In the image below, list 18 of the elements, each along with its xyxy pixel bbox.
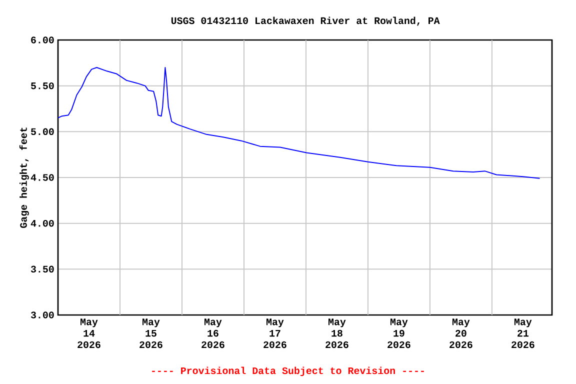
x-tick-label: May 15 2026 — [140, 318, 162, 348]
x-tick-label: May 18 2026 — [326, 318, 348, 348]
x-tick-label: May 20 2026 — [450, 318, 472, 348]
y-tick-label: 6.00 — [31, 36, 54, 44]
x-tick-label: May 14 2026 — [78, 318, 100, 348]
y-tick-label: 3.50 — [30, 266, 54, 273]
text: ---- Provisional Data Subject to Revision ---- — [152, 366, 424, 376]
x-tick-label: May 19 2026 — [388, 318, 410, 348]
y-axis-title: Gage height, feet — [19, 128, 29, 228]
x-tick-label: May 17 2026 — [264, 318, 286, 348]
y-tick-label: 5.00 — [31, 128, 54, 136]
x-tick-label: May 16 2026 — [202, 318, 224, 348]
y-tick-label: 4.00 — [30, 220, 54, 227]
y-tick-label: 3.00 — [30, 312, 54, 318]
y-tick-label: 4.50 — [30, 174, 54, 181]
y-tick-label: 5.50 — [31, 82, 54, 90]
chart-title: USGS 01432110 Lackawaxen River at Rowland, PA — [171, 16, 440, 26]
x-tick-label: May 21 2026 — [512, 318, 534, 348]
